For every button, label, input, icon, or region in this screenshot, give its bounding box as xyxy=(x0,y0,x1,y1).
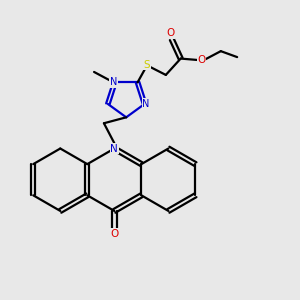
Text: S: S xyxy=(143,59,150,70)
Text: N: N xyxy=(142,99,150,109)
Text: O: O xyxy=(197,55,206,65)
Text: N: N xyxy=(110,143,118,154)
Text: N: N xyxy=(110,77,117,87)
Text: O: O xyxy=(166,28,174,38)
Text: O: O xyxy=(110,229,118,239)
